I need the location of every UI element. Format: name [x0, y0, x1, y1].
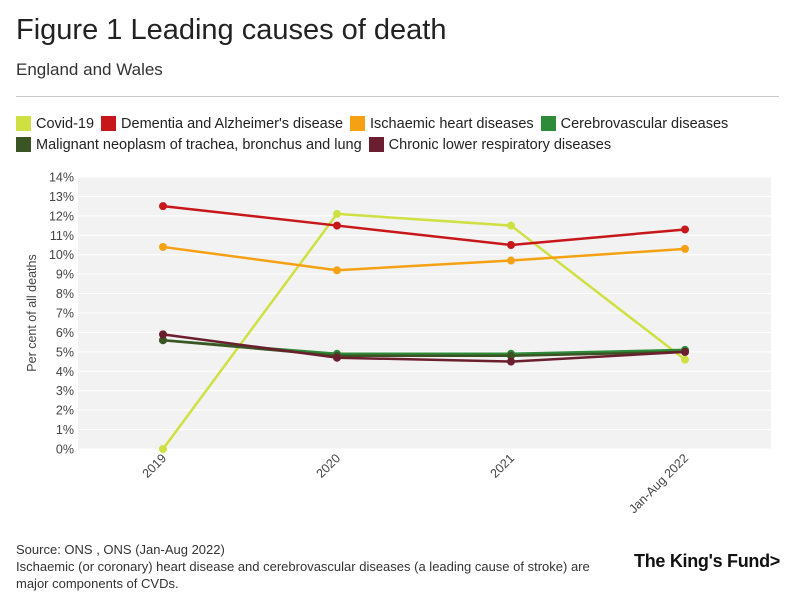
legend-swatch — [540, 116, 556, 131]
data-point — [507, 221, 515, 230]
header-divider — [16, 96, 779, 97]
y-tick-label: 0% — [56, 443, 74, 457]
y-tick-label: 10% — [49, 248, 74, 262]
legend: Covid-19 Dementia and Alzheimer's diseas… — [16, 113, 786, 155]
data-point — [333, 266, 341, 275]
legend-swatch — [16, 116, 31, 131]
data-point — [507, 241, 515, 249]
y-tick-label: 13% — [49, 190, 74, 204]
legend-item-covid[interactable]: Covid-19 — [16, 116, 94, 132]
data-point — [507, 351, 515, 360]
y-tick-label: 9% — [56, 268, 74, 282]
legend-label: Covid-19 — [36, 115, 95, 132]
legend-label: Dementia and Alzheimer's disease — [121, 115, 344, 132]
y-tick-label: 5% — [56, 345, 74, 359]
y-tick-label: 2% — [56, 404, 74, 418]
legend-swatch — [101, 116, 117, 131]
y-tick-label: 8% — [56, 287, 74, 301]
y-tick-label: 7% — [56, 307, 74, 321]
legend-swatch — [16, 137, 31, 152]
y-tick-label: 1% — [56, 423, 74, 437]
legend-swatch — [368, 137, 384, 152]
data-point — [333, 221, 341, 230]
legend-item-lung[interactable]: Malignant neoplasm of trachea, bronchus … — [16, 137, 362, 153]
series-line — [161, 245, 687, 272]
legend-label: Cerebrovascular diseases — [560, 115, 729, 132]
source-note: Source: ONS , ONS (Jan-Aug 2022) — [16, 542, 225, 557]
legend-item-dementia[interactable]: Dementia and Alzheimer's disease — [101, 116, 343, 132]
legend-row-2: Malignant neoplasm of trachea, bronchus … — [16, 134, 786, 155]
y-tick-label: 4% — [56, 365, 74, 379]
legend-item-ischaemic[interactable]: Ischaemic heart diseases — [350, 116, 534, 132]
data-point — [159, 202, 167, 211]
legend-label: Chronic lower respiratory diseases — [388, 136, 612, 153]
y-tick-label: 12% — [49, 209, 74, 223]
kings-fund-logo: The King's Fund> — [634, 551, 780, 571]
y-axis-label: Per cent of all deaths — [25, 254, 39, 371]
data-point — [159, 330, 167, 339]
data-point — [681, 355, 689, 364]
data-point — [681, 225, 689, 234]
footer: Source: ONS , ONS (Jan-Aug 2022) Ischaem… — [16, 541, 616, 592]
data-point — [333, 209, 341, 218]
legend-row-1: Covid-19 Dementia and Alzheimer's diseas… — [16, 113, 786, 134]
data-point — [159, 242, 167, 251]
y-tick-label: 6% — [56, 326, 74, 340]
data-point — [159, 336, 167, 345]
y-tick-label: 11% — [50, 229, 74, 243]
series-line — [161, 333, 687, 363]
data-point — [681, 244, 689, 253]
x-tick-label: Jan-Aug 2022 — [626, 451, 691, 516]
chart-subtitle: England and Wales — [16, 60, 163, 79]
legend-swatch — [350, 116, 366, 131]
data-point — [507, 357, 515, 366]
data-point — [159, 445, 167, 453]
y-tick-label: 3% — [56, 384, 74, 398]
series-line — [161, 338, 687, 357]
legend-label: Ischaemic heart diseases — [370, 115, 534, 132]
x-tick-label: 2020 — [314, 451, 344, 481]
data-point — [507, 256, 515, 265]
x-tick-label: 2019 — [140, 451, 170, 481]
line-chart: 0% 1% 2% 3% 4% 5% 6% 7% 8% 9% 10% 11% 12% 13% 14% Per c… — [25, 171, 771, 516]
footnote: Ischaemic (or coronary) heart disease an… — [16, 559, 590, 591]
data-point — [681, 347, 689, 356]
x-tick-label: 2021 — [488, 451, 518, 481]
chart-title: Figure 1 Leading causes of death — [16, 14, 447, 46]
legend-label: Malignant neoplasm of trachea, bronchus … — [36, 136, 362, 153]
series-line — [161, 204, 687, 247]
data-point — [333, 353, 341, 362]
series-line — [161, 212, 687, 451]
legend-item-respiratory[interactable]: Chronic lower respiratory diseases — [368, 136, 612, 153]
legend-item-cerebrovascular[interactable]: Cerebrovascular diseases — [540, 115, 729, 132]
y-tick-label: 14% — [49, 171, 74, 185]
